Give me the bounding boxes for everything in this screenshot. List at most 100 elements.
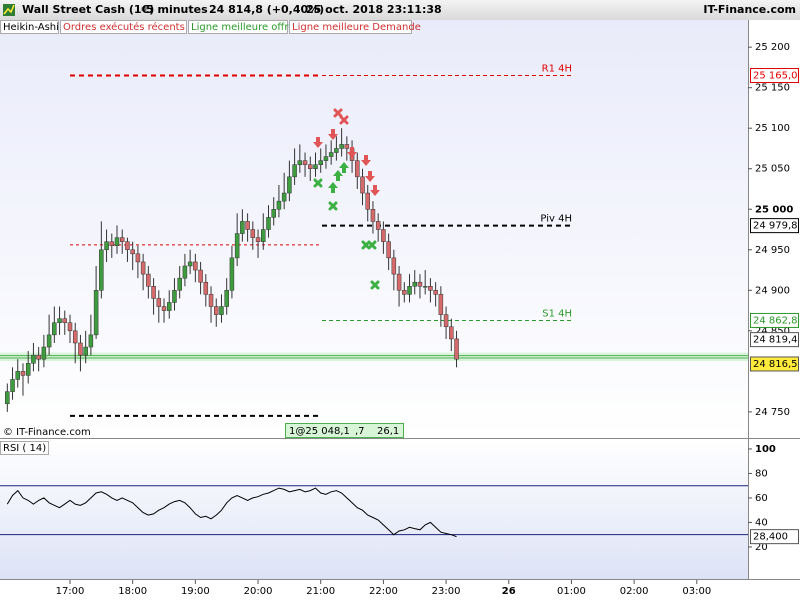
price-label: 25 165,0: [753, 71, 798, 82]
buy-arrow: [328, 162, 349, 193]
quote: 24 814,8 (+0,40%): [209, 3, 324, 16]
candle-body: [166, 302, 172, 311]
candle-body: [62, 318, 68, 323]
x-tick-label: 26: [502, 586, 516, 597]
tab-label[interactable]: Heikin-Ashi: [3, 22, 59, 33]
candle-body: [271, 209, 276, 218]
y-tick-label: 25 100: [755, 123, 790, 134]
y-tick-label: 24 900: [755, 285, 790, 296]
order-text: ,7: [355, 426, 365, 437]
candle-body: [109, 241, 115, 246]
tab[interactable]: [0, 20, 59, 34]
candle-body: [370, 209, 376, 222]
candle-body: [5, 391, 10, 405]
x-tick-label: 17:00: [56, 586, 85, 597]
candle-body: [177, 277, 182, 291]
x-tick-label: 19:00: [181, 586, 210, 597]
candle-body: [323, 156, 329, 161]
candle-body: [266, 217, 271, 230]
candle-body: [428, 286, 433, 291]
y-tick-label: 25 050: [755, 164, 790, 175]
candle-body: [391, 257, 397, 275]
tab-label[interactable]: Ligne meilleure Demande: [292, 22, 421, 33]
candle-body: [20, 371, 26, 376]
candle-body: [72, 330, 78, 344]
price-label-box: [750, 68, 799, 84]
candle-body: [182, 265, 188, 279]
x-tick-label: 21:00: [306, 586, 335, 597]
candle-body: [172, 290, 177, 303]
candle-body: [229, 257, 235, 291]
pivot-name: Piv 4H: [540, 214, 572, 225]
candle-body: [454, 338, 459, 360]
candle-body: [381, 229, 386, 242]
y-tick-label: 80: [755, 468, 768, 479]
candle-body: [297, 160, 303, 165]
candle-body: [240, 221, 245, 234]
order-text: 1@25 048,1: [289, 426, 350, 437]
candle-body: [31, 354, 36, 364]
candle-body: [93, 290, 99, 336]
tab-label[interactable]: Ligne meilleure offre: [191, 22, 294, 33]
candle-body: [104, 241, 109, 251]
price-axis-bg: [748, 20, 800, 600]
x-tick-label: 23:00: [432, 586, 461, 597]
candle-body: [161, 306, 167, 311]
candle-body: [46, 334, 52, 348]
sell-marker: [333, 108, 349, 125]
y-tick-label: 24 850: [755, 326, 790, 337]
candle-body: [214, 306, 219, 315]
candle-body: [302, 160, 308, 165]
order-arrows: [313, 129, 380, 196]
sell-arrow: [313, 129, 380, 196]
candle-body: [365, 192, 370, 210]
candle-body: [78, 342, 83, 356]
candle-body: [187, 261, 193, 267]
price-label: 24 979,8: [753, 221, 798, 232]
tab[interactable]: [289, 20, 412, 34]
order-text: 26,1: [377, 426, 399, 437]
candle-body: [36, 354, 41, 360]
candle-body: [10, 379, 15, 392]
price-label: 24 816,5: [753, 359, 798, 370]
y-tick-label: 20: [755, 542, 768, 553]
candle-body: [156, 298, 162, 307]
plot-layers: 25 200 25 150 25 100 25 050 25 000 24 950 24 9…: [0, 42, 799, 597]
rsi-title-box: [0, 441, 49, 455]
candle-body: [203, 281, 209, 295]
x-tick-label: 03:00: [682, 586, 711, 597]
y-tick-label: 25 200: [755, 42, 790, 53]
brand: IT-Finance.com: [703, 3, 796, 16]
candle-body: [433, 290, 438, 295]
y-tick-label: 24 750: [755, 407, 790, 418]
candle-body: [83, 346, 88, 356]
candle-body: [99, 249, 104, 291]
app-icon-line: [3, 4, 15, 15]
tab[interactable]: [60, 20, 187, 34]
candle-body: [146, 273, 151, 287]
candle-body: [355, 160, 360, 178]
quote-band: [0, 352, 748, 361]
tab[interactable]: [188, 20, 288, 34]
x-tick-label: 01:00: [557, 586, 586, 597]
candle-body: [57, 318, 62, 323]
candle-body: [114, 237, 120, 246]
candle-body: [438, 294, 444, 315]
y-tick-label: 25 000: [755, 204, 793, 215]
candle-body: [339, 144, 344, 149]
rsi-panel: [0, 440, 748, 579]
candle-body: [313, 164, 318, 169]
tab-label[interactable]: Ordres exécutés récents: [63, 21, 185, 33]
candle-body: [198, 269, 203, 283]
candle-body: [245, 221, 250, 230]
candle-body: [287, 176, 292, 194]
price-panel: [0, 20, 748, 437]
candle-body: [67, 322, 73, 332]
candle-body: [41, 346, 47, 360]
buy-marker: [313, 178, 380, 290]
candle-body: [334, 148, 339, 153]
price-label-box: [750, 356, 799, 372]
x-tick-label: 22:00: [369, 586, 398, 597]
candle-body: [261, 229, 266, 242]
y-tick-label: 60: [755, 493, 768, 504]
